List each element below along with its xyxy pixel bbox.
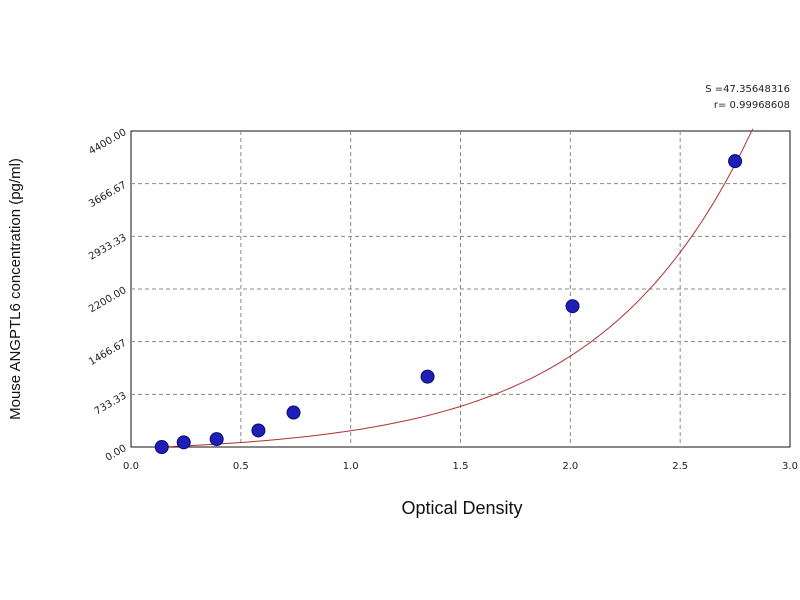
x-tick-label: 0.0 [123, 461, 139, 472]
x-tick-label: 1.0 [343, 461, 359, 472]
y-tick-label: 3666.67 [87, 180, 128, 210]
y-tick-label: 733.33 [93, 390, 129, 417]
y-tick-label: 1466.67 [87, 338, 128, 368]
grid [131, 131, 790, 447]
x-axis-title: Optical Density [401, 498, 522, 518]
y-tick-label: 2200.00 [87, 285, 128, 315]
stat-s: S =47.35648316 [705, 84, 790, 95]
x-tick-label: 3.0 [782, 461, 798, 472]
data-point [251, 423, 266, 438]
x-tick-label: 0.5 [233, 461, 249, 472]
data-point [420, 369, 435, 384]
y-axis-ticks: 0.00733.331466.672200.002933.333666.6744… [87, 127, 128, 464]
y-tick-label: 2933.33 [87, 232, 128, 262]
data-point [728, 154, 743, 169]
data-point [176, 435, 191, 450]
stat-r: r= 0.99968608 [714, 100, 790, 111]
data-point [209, 432, 224, 447]
y-axis-title: Mouse ANGPTL6 concentration (pg/ml) [7, 158, 24, 420]
data-point [565, 299, 580, 314]
x-tick-label: 2.5 [672, 461, 688, 472]
data-points [154, 154, 743, 454]
x-tick-label: 2.0 [562, 461, 578, 472]
data-point [286, 405, 301, 420]
fit-curve [161, 128, 754, 448]
x-tick-label: 1.5 [453, 461, 469, 472]
data-point [154, 440, 169, 454]
y-tick-label: 4400.00 [87, 127, 128, 157]
x-axis-ticks: 0.0 0.5 1.0 1.5 2.0 2.5 3.0 [123, 461, 798, 472]
